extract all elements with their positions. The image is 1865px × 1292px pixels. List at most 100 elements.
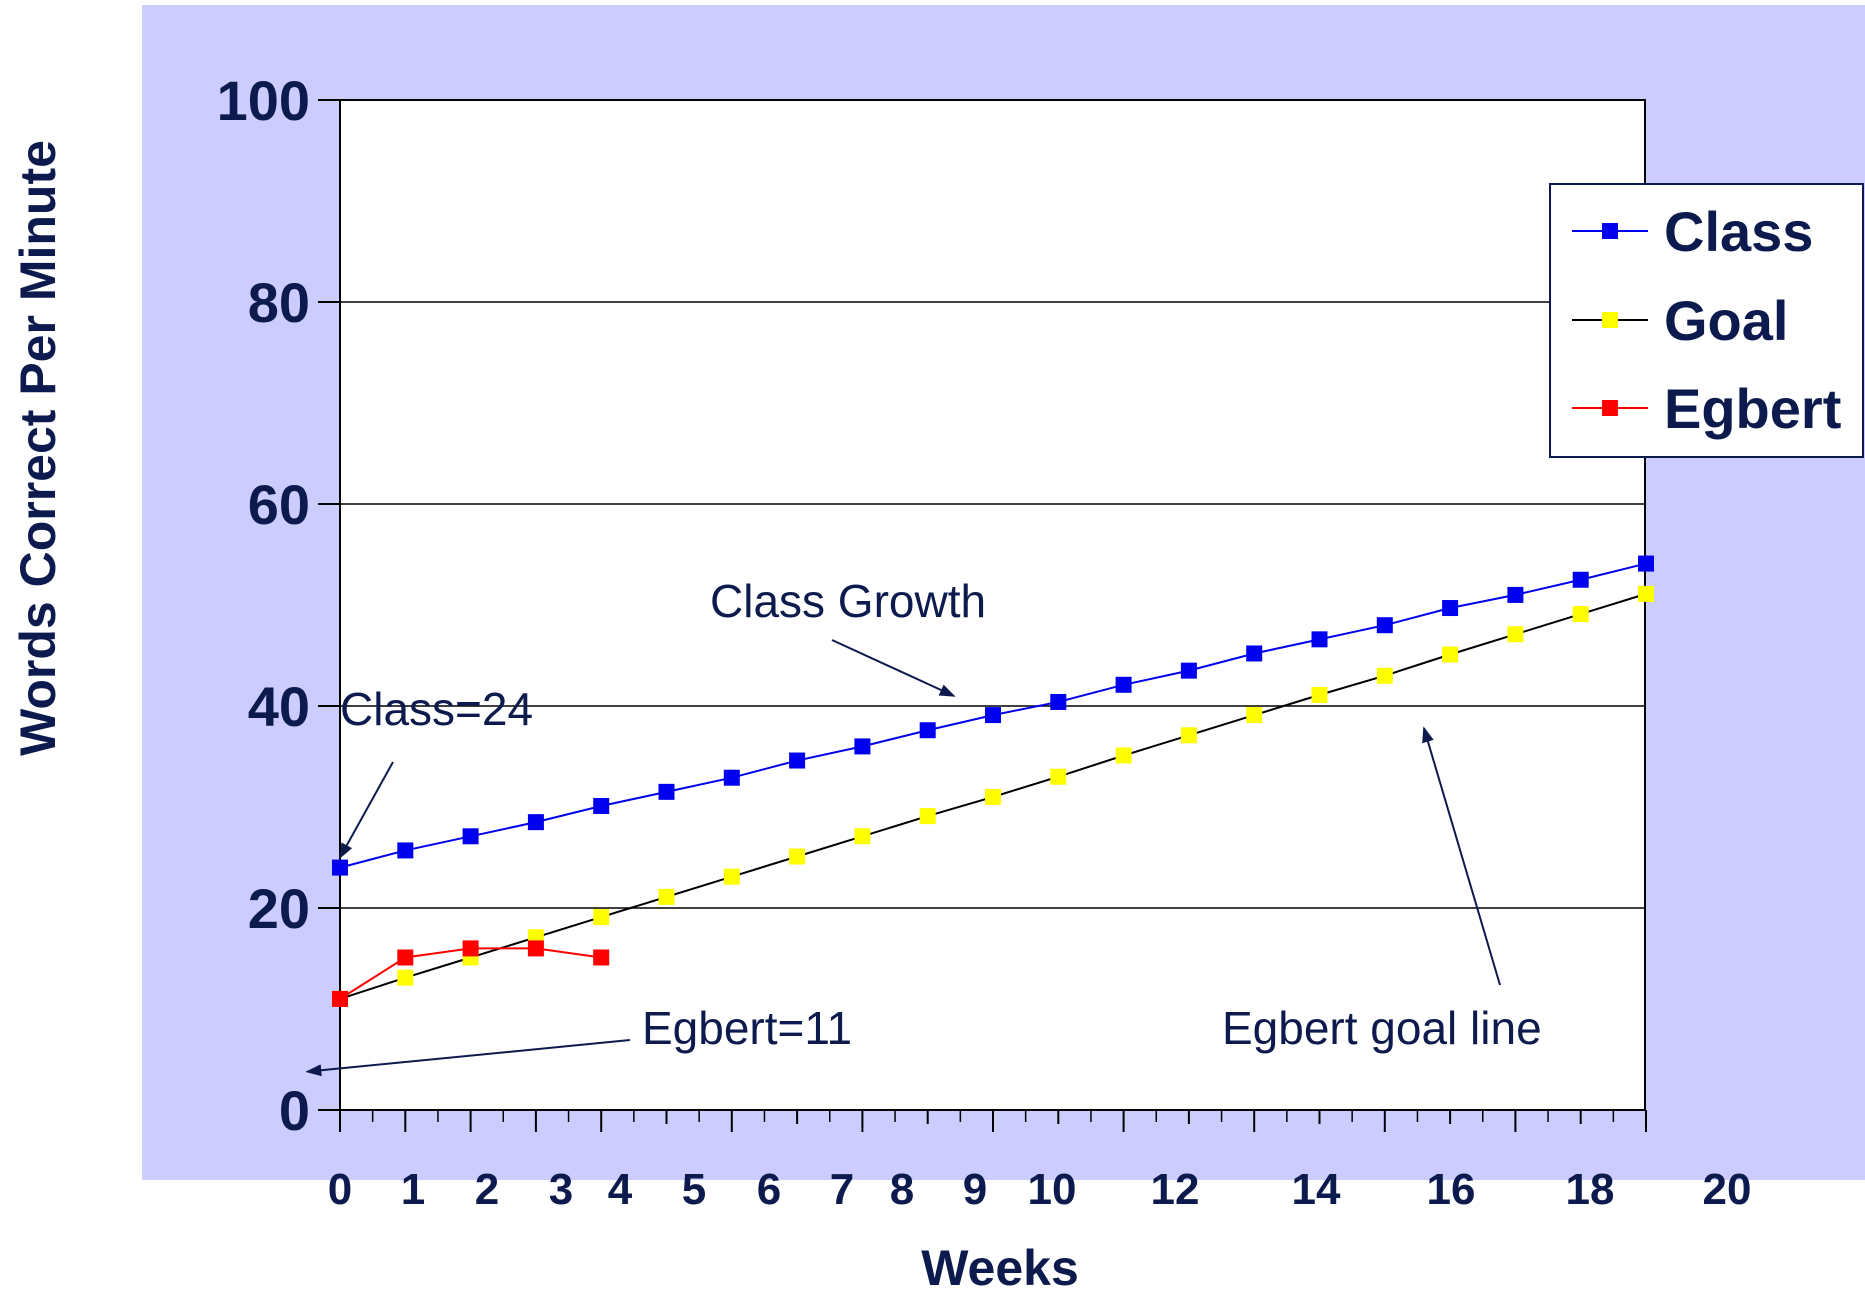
data-point-egbert-3: [527, 940, 544, 957]
data-point-goal-6: [723, 868, 740, 885]
x-tick-label-8: 8: [890, 1165, 914, 1214]
data-point-class-5: [658, 783, 675, 800]
data-point-class-19: [1572, 571, 1589, 588]
annotation-arrow-0: [831, 639, 956, 697]
legend-label-egbert: Egbert: [1664, 377, 1841, 440]
x-tick-label-12: 12: [1151, 1165, 1200, 1214]
data-point-goal-12: [1115, 747, 1132, 764]
data-point-class-13: [1180, 662, 1197, 679]
annotation-3: Egbert goal line: [1222, 726, 1542, 1054]
annotation-arrow-3: [1422, 726, 1501, 986]
data-point-class-12: [1115, 676, 1132, 693]
annotation-arrow-2: [305, 1039, 631, 1077]
data-point-goal-18: [1507, 626, 1524, 643]
data-point-goal-4: [593, 909, 610, 926]
legend-marker-goal: [1602, 312, 1618, 328]
annotation-1: Class=24: [339, 683, 533, 860]
x-tick-label-0: 0: [328, 1165, 352, 1214]
plot-area: [339, 99, 1646, 1111]
data-point-class-17: [1442, 600, 1459, 617]
series-class: [332, 555, 1654, 876]
data-point-goal-10: [985, 788, 1001, 805]
x-axis-title: Weeks: [921, 1240, 1079, 1292]
annotation-0: Class Growth: [710, 575, 986, 697]
data-point-goal-9: [919, 808, 936, 825]
annotation-2: Egbert=11: [305, 1002, 852, 1077]
data-point-goal-8: [854, 828, 871, 845]
data-point-class-9: [919, 722, 936, 739]
data-point-goal-16: [1376, 667, 1393, 684]
data-point-class-18: [1507, 586, 1524, 603]
data-point-class-15: [1311, 631, 1328, 648]
data-point-egbert-1: [397, 949, 414, 966]
data-point-goal-19: [1572, 606, 1589, 623]
y-tick-label-20: 20: [248, 877, 310, 940]
y-tick-label-80: 80: [248, 271, 310, 334]
gridlines: [340, 301, 1645, 909]
data-point-class-4: [593, 797, 610, 814]
annotation-text-2: Egbert=11: [642, 1002, 852, 1054]
data-point-goal-13: [1180, 727, 1197, 744]
data-point-class-8: [854, 738, 871, 755]
data-point-class-3: [527, 814, 544, 831]
x-tick-label-2: 2: [475, 1165, 499, 1214]
annotation-text-0: Class Growth: [710, 575, 986, 627]
x-tick-label-20: 20: [1703, 1165, 1752, 1214]
y-axis-ticks: 0 20 40 60 80 100: [217, 69, 340, 1142]
annotation-arrow-1: [339, 761, 394, 860]
legend-label-class: Class: [1664, 200, 1813, 263]
y-tick-label-40: 40: [248, 675, 310, 738]
legend: Class Goal Egbert: [1549, 183, 1864, 458]
x-tick-label-5: 5: [682, 1165, 706, 1214]
legend-marker-egbert: [1602, 400, 1618, 416]
x-tick-label-1: 1: [401, 1165, 425, 1214]
data-point-class-0: [332, 859, 348, 876]
data-point-goal-17: [1442, 646, 1459, 663]
legend-item-class: Class: [1572, 200, 1813, 263]
series-goal: [332, 585, 1654, 1007]
x-tick-label-10: 10: [1028, 1165, 1077, 1214]
data-point-class-14: [1246, 645, 1263, 662]
data-point-class-11: [1050, 693, 1067, 710]
x-tick-label-7: 7: [830, 1165, 854, 1214]
y-tick-label-0: 0: [279, 1079, 310, 1142]
x-tick-label-4: 4: [608, 1165, 633, 1214]
annotation-text-1: Class=24: [340, 683, 533, 735]
data-point-goal-7: [789, 848, 806, 865]
data-point-goal-11: [1050, 768, 1067, 785]
y-tick-label-60: 60: [248, 473, 310, 536]
legend-label-goal: Goal: [1664, 289, 1788, 352]
data-point-egbert-2: [462, 940, 479, 957]
x-tick-label-14: 14: [1292, 1165, 1341, 1214]
legend-marker-class: [1602, 223, 1618, 239]
data-point-goal-1: [397, 969, 414, 986]
series-layer: [332, 555, 1654, 1007]
data-point-class-6: [723, 769, 740, 786]
data-point-goal-14: [1246, 707, 1263, 724]
x-axis-ticks: 0 1 2 3 4 5 6 7 8 9 10 12 14 16 18 20: [328, 1110, 1752, 1214]
x-tick-label-9: 9: [963, 1165, 987, 1214]
data-point-class-16: [1376, 617, 1393, 634]
series-egbert: [332, 940, 610, 1007]
x-tick-label-18: 18: [1566, 1165, 1615, 1214]
data-point-egbert-4: [593, 949, 610, 966]
annotation-text-3: Egbert goal line: [1222, 1002, 1542, 1054]
data-point-class-10: [985, 707, 1001, 724]
x-tick-label-3: 3: [549, 1165, 573, 1214]
y-tick-label-100: 100: [217, 69, 310, 132]
data-point-goal-5: [658, 888, 675, 905]
data-point-goal-15: [1311, 686, 1328, 703]
data-point-egbert-0: [332, 990, 348, 1007]
x-tick-label-16: 16: [1427, 1165, 1476, 1214]
legend-item-goal: Goal: [1572, 289, 1788, 352]
y-axis-title: Words Correct Per Minute: [10, 140, 66, 756]
data-point-class-7: [789, 752, 806, 769]
data-point-class-20: [1638, 555, 1654, 572]
data-point-goal-20: [1638, 585, 1654, 602]
x-tick-label-6: 6: [757, 1165, 781, 1214]
data-point-class-2: [462, 828, 479, 845]
annotations: Class Growth Class=24 Egbert=11 Egbert goal…: [305, 575, 1542, 1077]
legend-item-egbert: Egbert: [1572, 377, 1841, 440]
data-point-class-1: [397, 842, 414, 859]
